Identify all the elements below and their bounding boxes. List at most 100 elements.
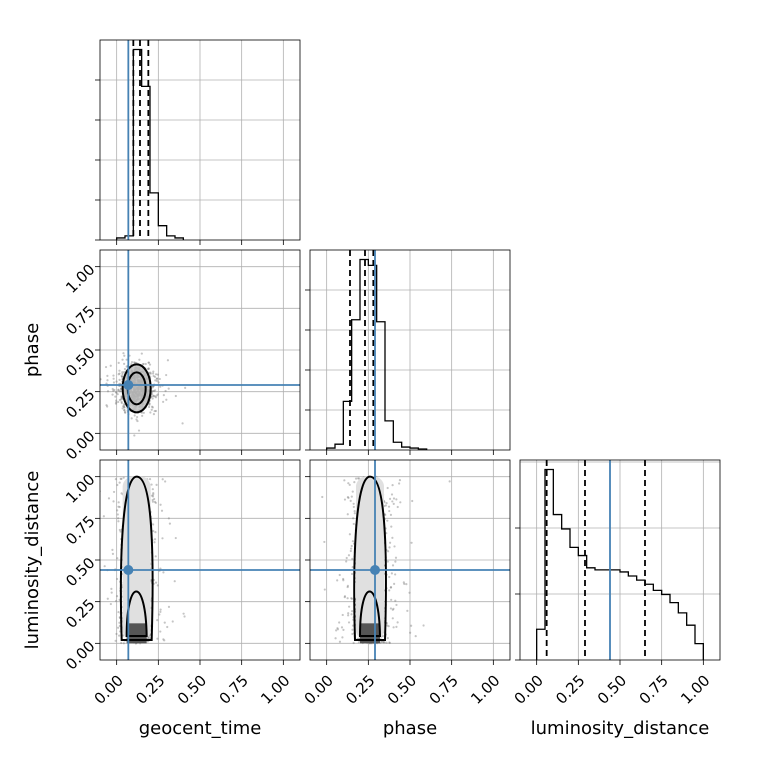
sample-point — [150, 408, 153, 411]
sample-point — [150, 405, 154, 408]
sample-point — [114, 599, 118, 603]
sample-point — [114, 639, 117, 642]
sample-point — [147, 636, 150, 639]
sample-point — [121, 371, 124, 374]
sample-point — [414, 635, 417, 638]
sample-point — [409, 631, 412, 634]
sample-point — [122, 352, 125, 355]
sample-point — [114, 395, 117, 398]
sample-point — [161, 537, 164, 540]
sample-point — [117, 505, 120, 508]
sample-point — [388, 541, 392, 544]
sample-point — [103, 565, 106, 568]
sample-point — [390, 493, 394, 496]
sample-point — [383, 641, 386, 644]
sample-point — [353, 512, 356, 515]
sample-point — [151, 498, 154, 502]
sample-point — [118, 634, 121, 637]
sample-point — [343, 479, 346, 482]
sample-point — [121, 375, 124, 378]
sample-point — [336, 627, 339, 630]
sample-point — [381, 640, 384, 643]
sample-point — [390, 572, 393, 575]
sample-point — [140, 352, 143, 355]
sample-point — [122, 476, 125, 479]
sample-point — [115, 399, 118, 402]
sample-point — [166, 625, 169, 629]
sample-point — [133, 361, 136, 364]
sample-point — [394, 599, 397, 602]
sample-point — [386, 486, 389, 490]
x-tick-label: 0.75 — [426, 672, 462, 708]
sample-point — [121, 358, 124, 361]
sample-point — [166, 359, 170, 362]
sample-point — [352, 522, 355, 526]
sample-point — [148, 403, 151, 406]
y-tick-label: 0.50 — [62, 344, 98, 380]
sample-point — [115, 380, 118, 383]
sample-point — [106, 390, 110, 393]
sample-point — [118, 505, 121, 509]
sample-point — [181, 422, 184, 425]
sample-point — [394, 560, 397, 563]
sample-point — [347, 496, 350, 499]
sample-point — [120, 477, 123, 480]
sample-point — [117, 389, 120, 392]
sample-point — [391, 536, 394, 539]
x-tick-label: 0.75 — [636, 672, 672, 708]
sample-point — [405, 583, 408, 586]
histogram-luminosity_distance — [536, 468, 704, 660]
sample-point — [136, 415, 139, 419]
sample-point — [398, 479, 402, 482]
sample-point — [118, 481, 121, 484]
sample-point — [162, 638, 165, 641]
sample-point — [142, 411, 145, 414]
sample-point — [153, 375, 157, 379]
sample-point — [155, 379, 159, 383]
sample-point — [152, 523, 155, 526]
sample-point — [142, 362, 145, 366]
sample-point — [153, 541, 156, 544]
sample-point — [111, 393, 114, 396]
contour-outer — [353, 475, 387, 641]
sample-point — [116, 483, 119, 487]
sample-point — [155, 377, 159, 380]
panel-phase-geocent_time: 0.00 0.25 0.50 0.75 1.00 — [62, 249, 301, 463]
sample-point — [388, 575, 391, 579]
sample-point — [351, 624, 355, 627]
sample-point — [117, 373, 120, 376]
x-tick-label: 0.50 — [594, 672, 630, 708]
sample-point — [120, 396, 123, 399]
sample-point — [422, 624, 425, 627]
sample-point — [152, 493, 155, 496]
sample-point — [347, 482, 350, 485]
sample-point — [398, 482, 401, 485]
sample-point — [147, 405, 151, 409]
sample-point — [118, 528, 121, 532]
sample-point — [115, 632, 118, 636]
sample-point — [152, 529, 155, 533]
sample-point — [117, 517, 120, 520]
sample-point — [109, 364, 112, 367]
sample-point — [106, 405, 109, 408]
sample-point — [350, 544, 353, 548]
sample-point — [151, 397, 154, 400]
sample-point — [346, 597, 349, 600]
sample-point — [120, 374, 123, 378]
sample-point — [168, 522, 172, 525]
sample-point — [321, 495, 324, 499]
sample-point — [393, 545, 396, 548]
sample-point — [165, 398, 168, 401]
sample-point — [149, 372, 152, 375]
sample-point — [396, 621, 399, 624]
sample-point — [120, 641, 123, 645]
sample-point — [123, 367, 127, 371]
sample-point — [152, 374, 155, 378]
sample-point — [352, 641, 355, 645]
sample-point — [338, 640, 342, 643]
sample-point — [154, 396, 158, 399]
sample-point — [174, 536, 177, 540]
sample-point — [112, 500, 115, 503]
x-tick-label: 0.25 — [552, 672, 588, 708]
sample-point — [150, 483, 153, 486]
